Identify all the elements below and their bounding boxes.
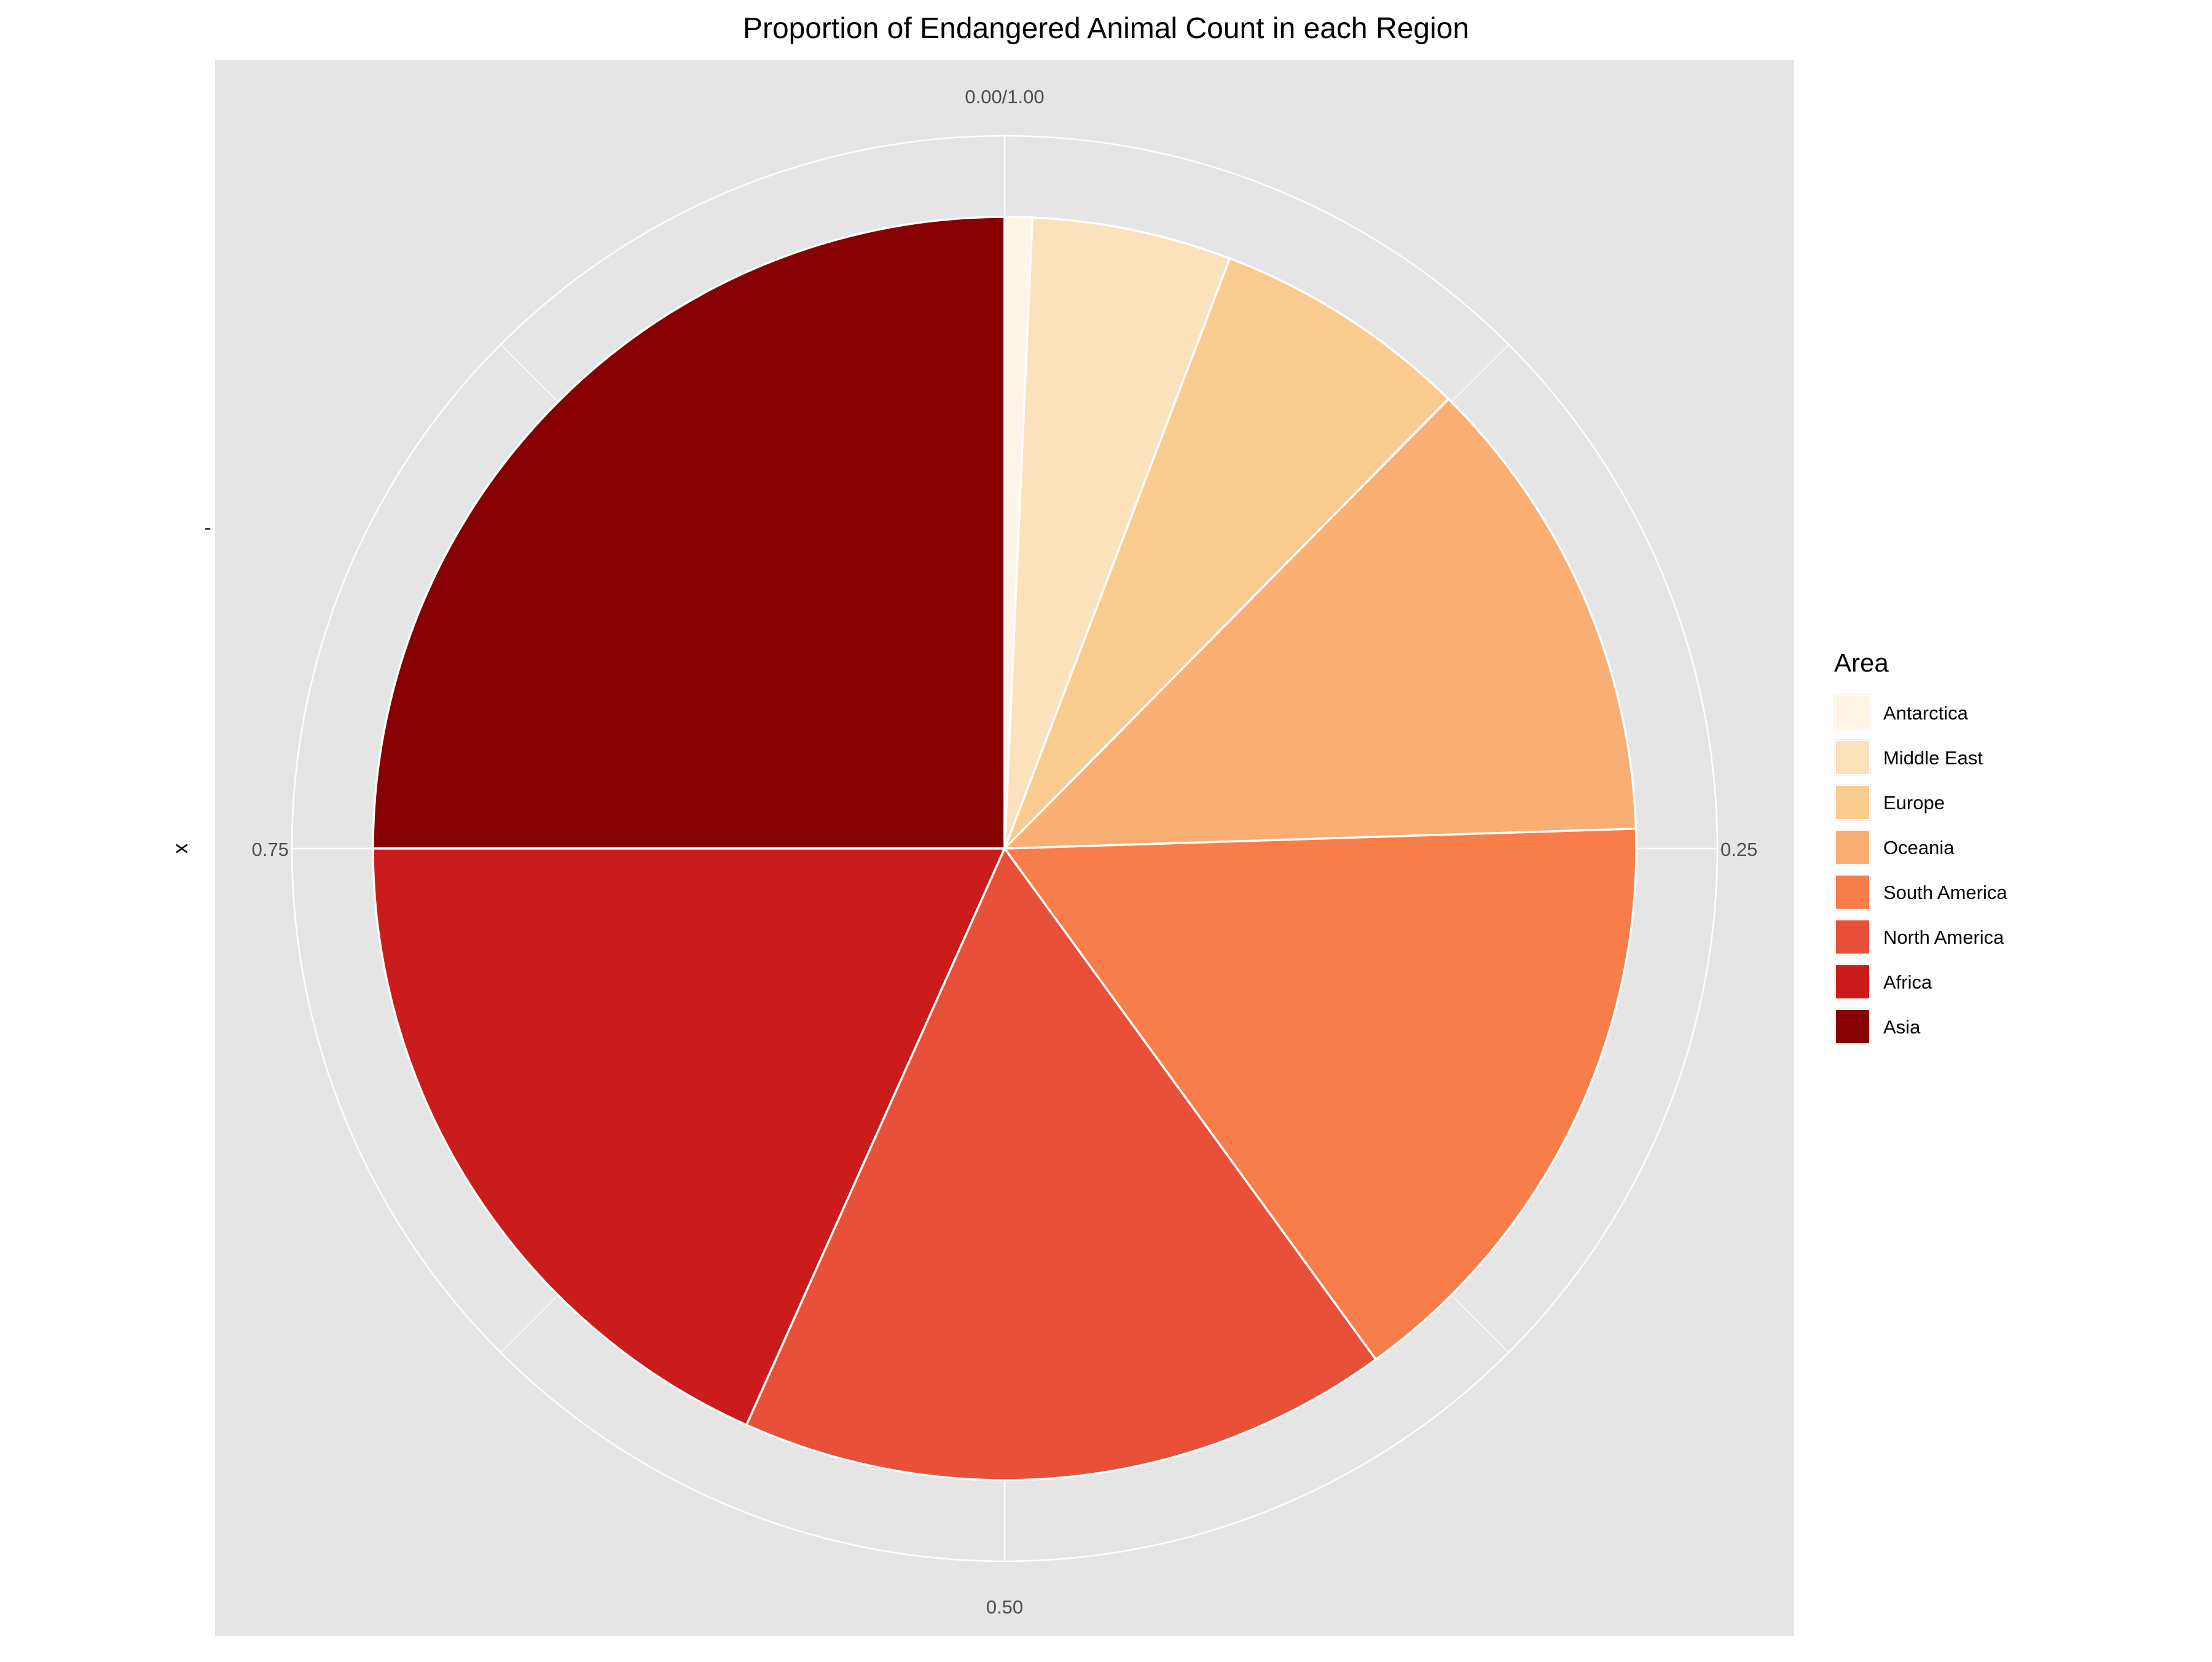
legend-swatch xyxy=(1835,1009,1870,1045)
y-tick-label: - xyxy=(204,516,211,539)
pie-slices xyxy=(372,216,1637,1481)
angle-tick-label: 0.00/1.00 xyxy=(965,86,1044,108)
legend-swatch xyxy=(1835,785,1870,820)
legend-label: South America xyxy=(1883,882,2007,903)
slice-north-america xyxy=(745,846,1378,1481)
legend-title: Area xyxy=(1834,648,1889,677)
legend-swatch xyxy=(1835,695,1870,731)
angle-tick-labels: 0.00/1.00 0.25 0.50 0.75 xyxy=(252,86,1758,1618)
legend-swatch xyxy=(1835,964,1870,1000)
x-axis-label: x xyxy=(169,844,192,854)
legend-items: Antarctica Middle East Europe Oceania South … xyxy=(1834,694,2007,1045)
legend-label: Africa xyxy=(1883,971,1932,993)
slice-middle-east xyxy=(1003,216,1231,849)
legend-label: North America xyxy=(1883,927,2004,948)
legend-label: Oceania xyxy=(1883,837,1955,858)
legend: Area Antarctica Middle East Europe Oceania S… xyxy=(1834,648,2007,1045)
slice-south-america xyxy=(1002,827,1637,1362)
legend-label: Asia xyxy=(1883,1016,1921,1038)
legend-swatch xyxy=(1835,829,1870,865)
slice-asia xyxy=(372,216,1006,850)
angle-tick-label: 0.75 xyxy=(252,839,289,860)
chart-title: Proportion of Endangered Animal Count in… xyxy=(743,12,1469,45)
slice-antarctica xyxy=(1003,216,1034,849)
angle-tick-label: 0.25 xyxy=(1720,839,1757,860)
legend-label: Antarctica xyxy=(1883,702,1969,724)
legend-label: Middle East xyxy=(1883,747,1983,769)
slice-europe xyxy=(1003,257,1450,850)
legend-swatch xyxy=(1835,919,1870,955)
legend-swatch xyxy=(1835,740,1870,775)
slice-africa xyxy=(372,847,1006,1427)
angle-tick-label: 0.50 xyxy=(986,1596,1023,1618)
legend-swatch xyxy=(1835,874,1870,910)
slice-oceania xyxy=(1002,398,1637,850)
legend-label: Europe xyxy=(1883,792,1945,813)
